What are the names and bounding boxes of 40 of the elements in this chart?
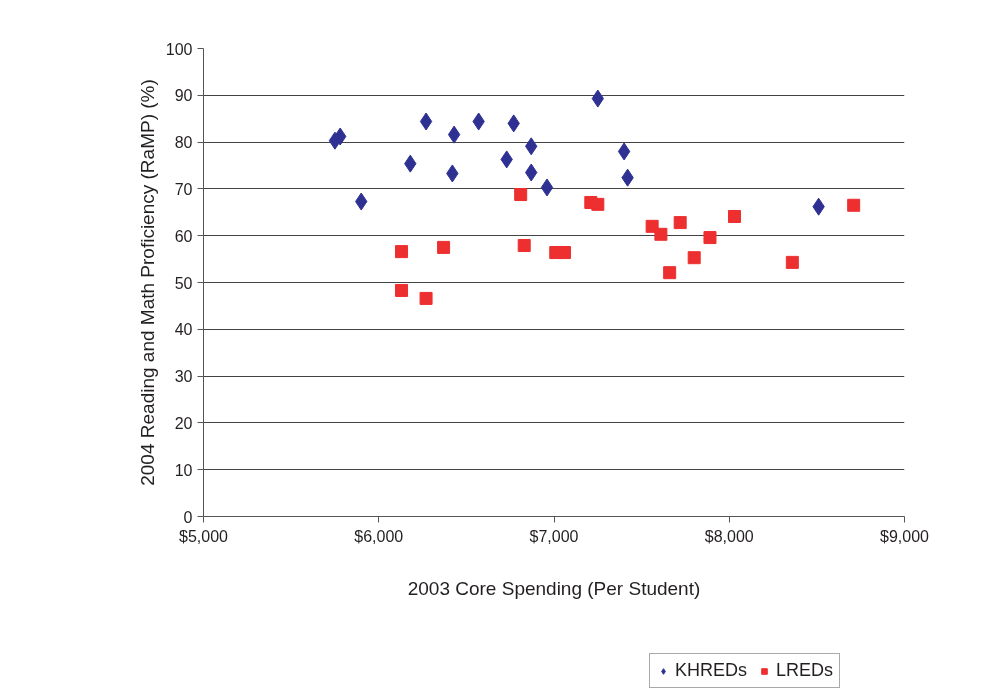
point: [617, 142, 631, 161]
y-tick-label: 20: [174, 414, 193, 432]
y-tick-label: 100: [165, 40, 193, 58]
point: [437, 240, 451, 254]
legend-label: KHREDs: [675, 660, 748, 681]
point: [419, 291, 433, 305]
y-tick-label: 0: [183, 508, 193, 526]
x-axis-title: 2003 Core Spending (Per Student): [407, 577, 701, 599]
y-tick-label: 60: [174, 227, 193, 245]
point: [447, 125, 461, 144]
y-axis-title: 2004 Reading and Math Proficiency (RaMP) (%): [136, 79, 158, 486]
point: [847, 198, 861, 212]
point: [395, 245, 409, 259]
point: [419, 112, 433, 131]
point: [673, 216, 687, 230]
y-tick-label: 30: [174, 368, 193, 386]
point: [687, 251, 701, 265]
point: [785, 255, 799, 269]
point: [703, 231, 717, 245]
y-tick-label: 70: [174, 180, 193, 198]
point: [591, 197, 605, 211]
y-tick-label: 90: [174, 87, 193, 105]
x-tick-label: $7,000: [529, 527, 579, 545]
y-tick-label: 50: [174, 274, 193, 292]
point: [728, 210, 742, 224]
point: [517, 239, 531, 253]
point: [514, 188, 528, 202]
y-tick-label: 40: [174, 321, 193, 339]
x-tick-label: $8,000: [704, 527, 754, 545]
legend-label: LREDs: [776, 660, 834, 681]
y-tick-label: 10: [174, 461, 193, 479]
point: [654, 227, 668, 241]
point: [663, 266, 677, 280]
x-tick-label: $6,000: [354, 527, 404, 545]
x-tick-label: $9,000: [880, 527, 930, 545]
y-tick-label: 80: [174, 134, 193, 152]
x-tick-label: $5,000: [179, 527, 229, 545]
point: [558, 246, 572, 260]
point: [540, 178, 554, 197]
point: [395, 283, 409, 297]
